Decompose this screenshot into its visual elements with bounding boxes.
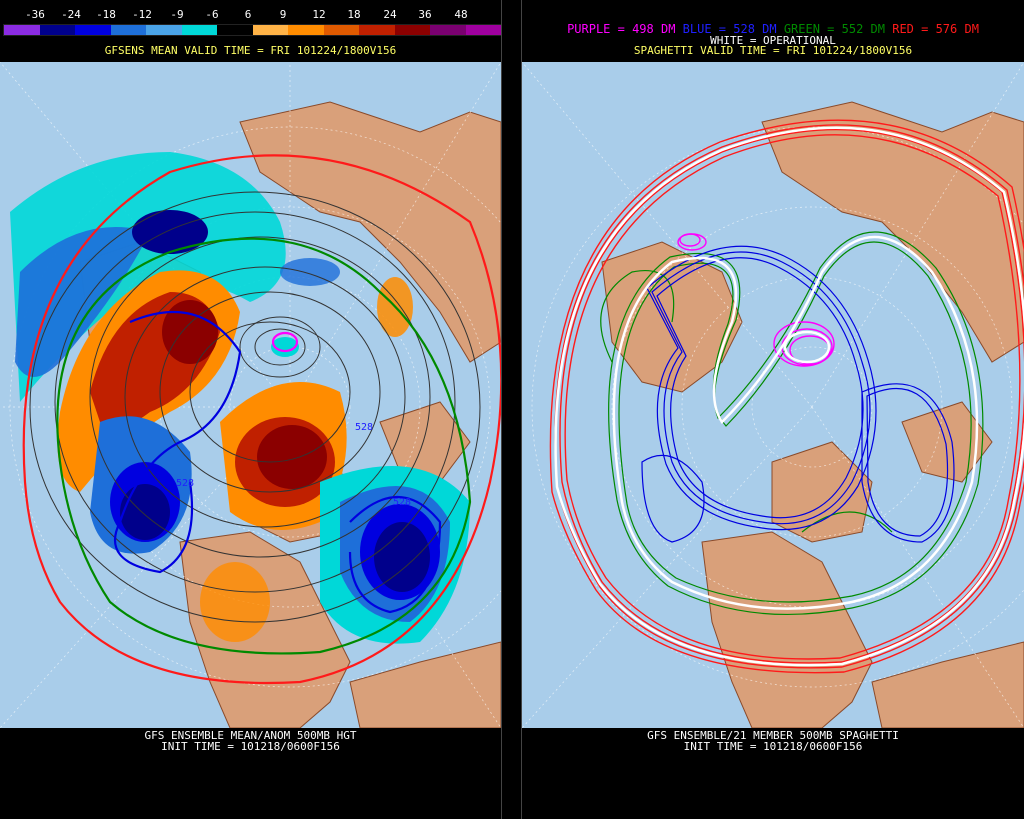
colorbar-label: 48 bbox=[454, 8, 468, 21]
colorbar-swatch bbox=[430, 25, 466, 35]
right-footer-init-time: INIT TIME = 101218/0600F156 bbox=[683, 740, 863, 753]
spaghetti-map bbox=[522, 62, 1024, 728]
ensemble-mean-panel: -36 -24 -18 -12 -9 -6 6 9 12 18 24 36 48… bbox=[0, 0, 502, 819]
colorbar-label: 24 bbox=[383, 8, 397, 21]
colorbar-label: -24 bbox=[61, 8, 81, 21]
height-contours bbox=[29, 191, 481, 623]
right-valid-time-title: SPAGHETTI VALID TIME = FRI 101224/1800V1… bbox=[633, 44, 913, 57]
contour-label-528: 528 bbox=[355, 422, 373, 433]
operational-contours bbox=[554, 126, 1024, 667]
spaghetti-panel: PURPLE = 498 DM BLUE = 528 DM GREEN = 55… bbox=[522, 0, 1024, 819]
colorbar-label: 18 bbox=[347, 8, 361, 21]
left-footer-title: GFS ENSEMBLE MEAN/ANOM 500MB HGT bbox=[144, 729, 357, 742]
contour-label-528: 528 bbox=[176, 478, 194, 489]
ensemble-mean-map: 528 528 528 bbox=[0, 62, 501, 728]
colorbar-swatch bbox=[394, 25, 430, 35]
legend-purple: PURPLE = 498 DM bbox=[567, 22, 676, 36]
colorbar-swatch bbox=[75, 25, 111, 35]
spaghetti-576-bundle bbox=[549, 119, 1024, 674]
colorbar-swatch bbox=[217, 25, 253, 35]
anomaly-colorbar bbox=[3, 24, 502, 36]
colorbar-label: -36 bbox=[25, 8, 45, 21]
land-masses bbox=[601, 101, 1024, 728]
legend-red: RED = 576 DM bbox=[892, 22, 979, 36]
colorbar-swatch bbox=[39, 25, 75, 35]
colorbar-label: 12 bbox=[312, 8, 326, 21]
colorbar-swatch bbox=[252, 25, 288, 35]
legend-green: GREEN = 552 DM bbox=[783, 22, 885, 36]
right-footer-title: GFS ENSEMBLE/21 MEMBER 500MB SPAGHETTI bbox=[647, 729, 899, 742]
colorbar-label: 36 bbox=[418, 8, 432, 21]
colorbar-label: -12 bbox=[132, 8, 152, 21]
left-footer-init-time: INIT TIME = 101218/0600F156 bbox=[161, 740, 340, 753]
colorbar-label: 9 bbox=[279, 8, 287, 21]
colorbar-swatch bbox=[181, 25, 217, 35]
contour-labels: 528 528 528 bbox=[176, 422, 411, 508]
colorbar-label: 6 bbox=[244, 8, 252, 21]
colorbar-swatch bbox=[323, 25, 359, 35]
contour-legend: PURPLE = 498 DM BLUE = 528 DM GREEN = 55… bbox=[522, 22, 1024, 36]
key-contours bbox=[22, 154, 501, 685]
panel-divider bbox=[501, 0, 522, 819]
colorbar-label: -18 bbox=[96, 8, 116, 21]
colorbar-swatch bbox=[146, 25, 182, 35]
colorbar-label: -6 bbox=[205, 8, 219, 21]
graticule bbox=[522, 62, 1024, 728]
colorbar-swatch bbox=[4, 25, 40, 35]
colorbar-swatch bbox=[110, 25, 146, 35]
legend-operational: WHITE = OPERATIONAL bbox=[710, 34, 836, 47]
spaghetti-528-bundle bbox=[641, 245, 955, 543]
colorbar-swatch bbox=[288, 25, 324, 35]
left-valid-time-title: GFSENS MEAN VALID TIME = FRI 101224/1800… bbox=[104, 44, 397, 57]
contour-label-528: 528 bbox=[393, 497, 411, 508]
anomaly-colorbar-labels: -36 -24 -18 -12 -9 -6 6 9 12 18 24 36 48 bbox=[0, 8, 500, 21]
legend-blue: BLUE = 528 DM bbox=[682, 22, 777, 36]
colorbar-swatch bbox=[359, 25, 395, 35]
colorbar-label: -9 bbox=[170, 8, 184, 21]
colorbar-swatch bbox=[465, 25, 501, 35]
